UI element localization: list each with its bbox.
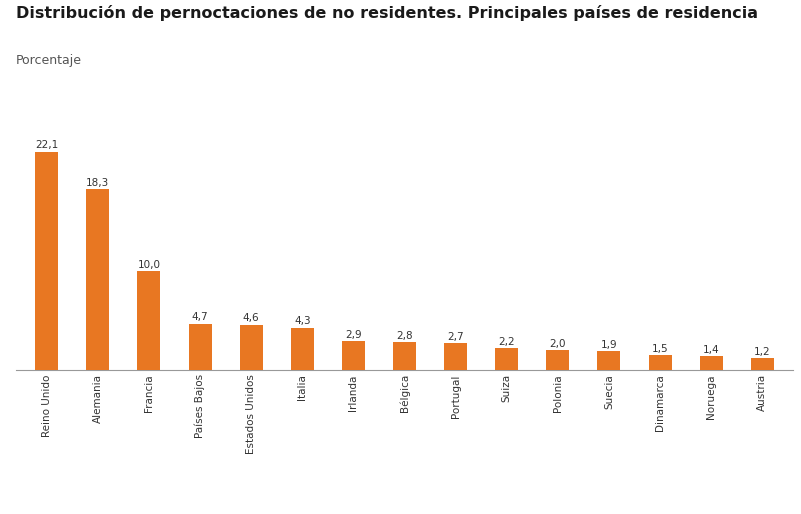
Text: 4,6: 4,6 [243,313,260,323]
Text: 1,9: 1,9 [601,340,618,350]
Bar [291,327,314,370]
Bar [87,189,109,370]
Text: 2,9: 2,9 [345,330,362,340]
Text: 22,1: 22,1 [35,140,58,150]
Text: 1,5: 1,5 [652,344,668,354]
Text: 2,0: 2,0 [549,339,566,349]
Text: 2,2: 2,2 [498,337,515,347]
Bar [495,348,518,370]
Bar [138,271,160,370]
Text: 4,7: 4,7 [191,312,208,322]
Text: Distribución de pernoctaciones de no residentes. Principales países de residenci: Distribución de pernoctaciones de no res… [16,5,758,21]
Text: 4,3: 4,3 [294,316,311,326]
Bar [444,343,467,370]
Text: Porcentaje: Porcentaje [16,54,82,67]
Bar [342,341,365,370]
Bar [751,358,774,370]
Text: 10,0: 10,0 [138,260,160,270]
Text: 2,8: 2,8 [396,331,413,341]
Text: 1,2: 1,2 [754,347,771,357]
Bar [649,355,671,370]
Bar [239,325,263,370]
Bar [393,342,416,370]
Text: 18,3: 18,3 [87,178,110,188]
Text: 1,4: 1,4 [703,345,719,355]
Bar [188,324,211,370]
Text: 2,7: 2,7 [447,332,464,342]
Bar [598,351,621,370]
Bar [546,351,570,370]
Bar [700,356,723,370]
Bar [35,152,58,370]
